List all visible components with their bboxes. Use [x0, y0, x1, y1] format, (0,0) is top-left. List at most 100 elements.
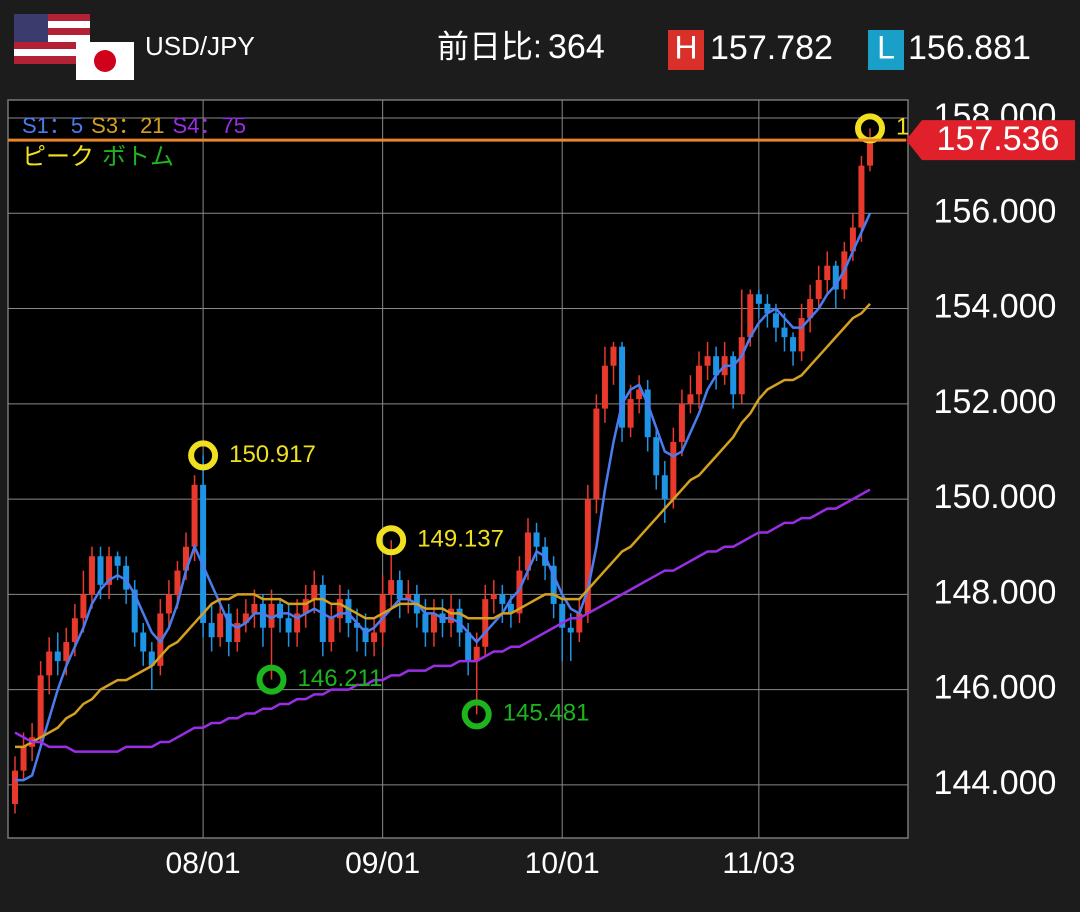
candle-body [165, 594, 172, 614]
candle-body [114, 556, 121, 566]
candle-body [636, 389, 643, 400]
candle-body [849, 227, 856, 252]
candle-body [644, 389, 651, 438]
candle-body [764, 303, 771, 314]
candle-body [422, 613, 429, 633]
candle-body [559, 603, 566, 628]
candle-body [80, 594, 87, 619]
candle-body [473, 646, 480, 662]
candle-body [362, 627, 369, 643]
candle-body [131, 589, 138, 633]
candle-body [747, 294, 754, 338]
y-tick-label: 154.000 [934, 288, 1057, 326]
y-tick-label: 146.000 [934, 669, 1057, 707]
candle-body [174, 570, 181, 595]
candle-body [533, 532, 540, 547]
candle-body [678, 403, 685, 442]
candle-body [123, 565, 130, 590]
candle-body [311, 584, 318, 600]
candle-body [687, 394, 694, 404]
last-price-tag [906, 120, 1075, 161]
high-label: H [674, 29, 697, 65]
candle-body [345, 599, 352, 623]
high-badge [668, 30, 704, 70]
candle-body [499, 594, 506, 604]
marker-ring [188, 440, 219, 471]
candle-body [396, 580, 403, 600]
candle-body [755, 294, 762, 304]
candle-body [815, 279, 822, 300]
candle-body [567, 627, 574, 633]
candle-body [54, 651, 61, 662]
change: 364 [548, 28, 605, 66]
marker-label: 149.137 [417, 526, 504, 553]
candle-body [593, 408, 600, 500]
legend-entry: ボトム [102, 143, 174, 170]
candle-body [302, 599, 309, 614]
ma-line [15, 212, 872, 782]
x-tick-label: 09/01 [345, 847, 420, 880]
legend-entry: S4：75 [173, 113, 246, 138]
marker-label: 157.782 [896, 114, 983, 141]
y-tick-label: 148.000 [934, 573, 1057, 611]
x-tick-label: 10/01 [525, 847, 600, 880]
candle-body [234, 622, 241, 643]
candle-body [191, 484, 198, 547]
marker-label: 146.211 [298, 665, 383, 692]
candle-body [713, 356, 720, 376]
candle-body [140, 632, 147, 652]
candle-body [772, 313, 779, 328]
candle-body [507, 603, 514, 614]
candle-body [12, 770, 18, 804]
plot: 150.917 149.137 157.782 146.211 145.481 [8, 100, 983, 838]
candle-body [670, 441, 677, 500]
candle-body [20, 746, 27, 771]
candle-body [200, 484, 207, 623]
candle-body [388, 580, 395, 595]
candle-body [832, 265, 839, 290]
candle-body [730, 356, 737, 395]
candle-body [781, 327, 788, 338]
candle-body [37, 675, 44, 738]
candle-body [704, 356, 711, 366]
candle-body [653, 437, 660, 476]
candle-body [738, 337, 745, 395]
candle-body [88, 556, 95, 595]
marker-label: 150.917 [229, 441, 316, 468]
candle-body [601, 365, 608, 409]
marker-label: 145.481 [503, 700, 590, 727]
ma-line [14, 488, 871, 753]
candle-body [696, 365, 702, 395]
candle-body [807, 299, 814, 319]
candle-body [516, 570, 523, 614]
low-label: L [877, 29, 895, 65]
candle-body [405, 594, 412, 600]
x-tick-label: 11/03 [722, 847, 795, 880]
candle-body [465, 632, 472, 662]
x-tick-label: 08/01 [166, 847, 241, 880]
candle-body [217, 613, 224, 638]
pair: USD/JPY [145, 31, 255, 61]
candle-body [550, 565, 557, 604]
candle-body [576, 613, 583, 633]
candle-body [824, 265, 831, 280]
y-tick-label: 144.000 [934, 764, 1057, 802]
candle-body [482, 599, 489, 647]
candle-body [619, 346, 626, 428]
candle-body [430, 613, 437, 633]
last-price: 157.536 [937, 120, 1060, 158]
candle-body [294, 613, 301, 633]
low-value: 156.881 [908, 29, 1031, 67]
legend-entry: S3：21 [91, 113, 164, 138]
candle-body [71, 618, 78, 643]
candle-body [661, 475, 668, 500]
candle-body [354, 622, 360, 628]
plot-area [7, 99, 909, 839]
candle-body [456, 608, 463, 633]
candle-body [46, 651, 53, 676]
legend-entry: ピーク [22, 143, 94, 170]
candle-body [259, 603, 266, 628]
candle-body [867, 140, 873, 166]
candle-body [490, 594, 497, 600]
